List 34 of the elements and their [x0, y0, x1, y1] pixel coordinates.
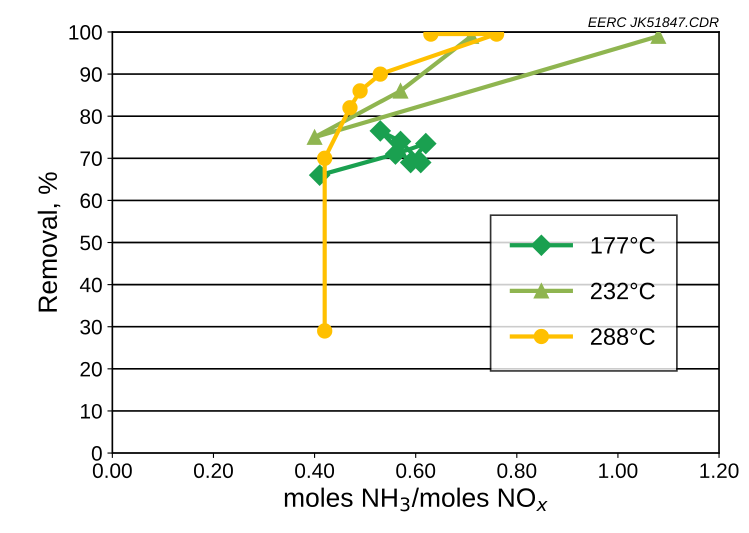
- point: [306, 130, 322, 145]
- y-tick-label: 10: [81, 404, 102, 419]
- legend-label: 177°C: [592, 237, 655, 254]
- point: [415, 133, 436, 154]
- point: [352, 83, 368, 99]
- y-tick-label: 60: [80, 193, 102, 208]
- point: [317, 323, 332, 339]
- x-axis-title: moles NH$_{3}$/moles NO$_{x}$: [284, 488, 548, 512]
- y-tick-label: 0: [92, 446, 102, 461]
- legend-label: 288°C: [590, 328, 655, 346]
- x-tick-label: 0.60: [396, 463, 436, 478]
- legend-label: 232°C: [590, 282, 655, 300]
- x-tick-label: 1.00: [599, 463, 638, 478]
- point: [390, 130, 412, 152]
- y-tick-label: 50: [80, 236, 102, 250]
- y-tick-label: 90: [80, 67, 102, 82]
- y-tick-label: 20: [80, 362, 102, 377]
- y-axis-title: Removal, %: [38, 172, 60, 312]
- x-tick-label: 0.40: [295, 463, 334, 478]
- point: [392, 83, 408, 99]
- y-tick-label: 80: [80, 109, 102, 124]
- x-tick-label: 1.20: [700, 463, 738, 478]
- point: [342, 100, 358, 116]
- point: [372, 66, 388, 82]
- point: [370, 120, 391, 142]
- x-tick-label: 0.00: [92, 463, 132, 478]
- x-tick-label: 0.20: [194, 463, 233, 478]
- y-tick-label: 30: [80, 320, 102, 334]
- y-tick-label: 100: [69, 24, 102, 40]
- x-tick-label: 0.80: [497, 463, 536, 478]
- point: [317, 150, 332, 166]
- y-tick-label: 40: [80, 278, 102, 292]
- y-tick-label: 70: [80, 151, 102, 166]
- text: EERC JK51847.CDR: [588, 17, 719, 28]
